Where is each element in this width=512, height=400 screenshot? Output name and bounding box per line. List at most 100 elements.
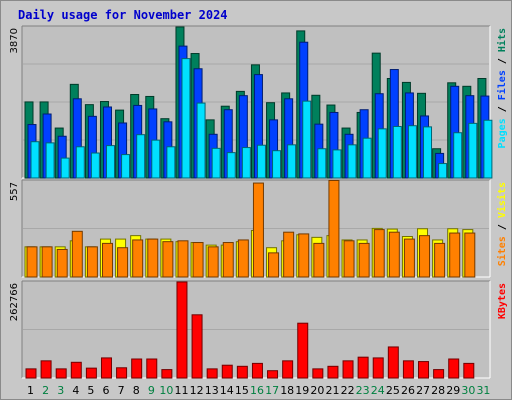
x-tick-day-31: 31	[476, 384, 490, 397]
bar-kbytes-day-20	[312, 368, 324, 379]
bar-sites-day-18	[283, 231, 295, 278]
bar-kbytes-day-19	[297, 322, 309, 379]
bar-pages-day-14	[226, 152, 236, 179]
bar-pages-day-4	[75, 146, 85, 179]
x-tick-day-1: 1	[27, 384, 34, 397]
x-tick-day-21: 21	[325, 384, 339, 397]
bar-pages-day-29	[453, 132, 463, 179]
y-max-label: 557	[9, 182, 20, 201]
bar-pages-day-25	[392, 125, 402, 179]
x-tick-day-4: 4	[72, 384, 79, 397]
bar-sites-day-14	[222, 242, 234, 278]
bar-pages-day-26	[407, 125, 417, 179]
bar-pages-day-11	[181, 58, 191, 179]
bar-kbytes-day-7	[116, 367, 128, 379]
bar-kbytes-day-11	[176, 281, 188, 379]
bar-pages-day-21	[332, 149, 342, 179]
bar-sites-day-6	[101, 242, 113, 278]
x-tick-day-8: 8	[133, 384, 140, 397]
bar-kbytes-day-14	[221, 364, 233, 379]
y-max-label: 262766	[9, 283, 20, 321]
bar-sites-day-4	[71, 230, 83, 278]
bar-kbytes-day-16	[251, 362, 263, 379]
bar-pages-day-20	[317, 148, 327, 179]
bar-sites-day-13	[207, 246, 219, 278]
bar-kbytes-day-6	[100, 357, 112, 379]
x-tick-day-2: 2	[42, 384, 49, 397]
bar-pages-day-5	[90, 152, 100, 179]
bar-sites-day-30	[464, 232, 476, 278]
bar-sites-day-20	[313, 242, 325, 278]
x-tick-day-15: 15	[235, 384, 249, 397]
bar-kbytes-day-27	[418, 361, 430, 379]
chart-title: Daily usage for November 2024	[18, 8, 228, 22]
bar-pages-day-24	[377, 128, 387, 179]
x-tick-day-24: 24	[371, 384, 385, 397]
bar-sites-day-23	[358, 242, 370, 278]
legend-pages: Pages	[497, 118, 508, 148]
bar-pages-day-27	[423, 126, 433, 179]
bar-sites-day-11	[177, 240, 189, 278]
legend-separator: /	[497, 52, 508, 70]
bar-pages-day-2	[45, 142, 55, 179]
bar-kbytes-day-12	[191, 314, 203, 379]
bar-sites-day-12	[192, 242, 204, 278]
x-tick-day-13: 13	[205, 384, 219, 397]
bar-pages-day-31	[483, 119, 493, 179]
bar-sites-day-3	[56, 248, 68, 278]
bar-sites-day-22	[343, 240, 355, 278]
bar-kbytes-day-9	[146, 358, 158, 379]
bar-kbytes-day-18	[282, 360, 294, 379]
x-tick-day-10: 10	[159, 384, 173, 397]
bar-kbytes-day-29	[448, 358, 460, 379]
bar-kbytes-day-4	[70, 361, 82, 379]
x-tick-day-6: 6	[103, 384, 110, 397]
bar-kbytes-day-2	[40, 360, 52, 379]
x-tick-day-22: 22	[341, 384, 355, 397]
bar-pages-day-23	[362, 137, 372, 179]
bar-pages-day-15	[241, 147, 251, 179]
x-tick-day-16: 16	[250, 384, 264, 397]
x-tick-day-26: 26	[401, 384, 415, 397]
x-tick-day-12: 12	[190, 384, 204, 397]
x-tick-day-17: 17	[265, 384, 279, 397]
bar-pages-day-8	[136, 134, 146, 179]
bar-kbytes-day-21	[327, 365, 339, 379]
bar-pages-day-9	[151, 139, 161, 179]
legend-visits-sites: Sites / Visits	[496, 182, 508, 266]
bar-sites-day-24	[373, 229, 385, 278]
legend-visits: Visits	[496, 182, 508, 218]
legend-hits-files-pages: Pages / Files / Hits	[496, 28, 508, 148]
bar-kbytes-day-30	[463, 362, 475, 379]
x-tick-day-14: 14	[220, 384, 234, 397]
x-tick-day-3: 3	[57, 384, 64, 397]
bar-sites-day-17	[268, 252, 280, 278]
bar-pages-day-6	[105, 145, 115, 179]
legend-kbytes: KBytes	[497, 283, 508, 319]
bar-kbytes-day-1	[25, 368, 37, 379]
bar-sites-day-8	[132, 239, 144, 278]
bar-sites-day-9	[147, 238, 159, 278]
bar-kbytes-day-25	[387, 346, 399, 379]
bar-sites-day-19	[298, 233, 310, 278]
bar-sites-day-2	[41, 246, 53, 278]
x-tick-day-18: 18	[280, 384, 294, 397]
bar-sites-day-21	[328, 179, 340, 278]
bar-kbytes-day-28	[433, 369, 445, 379]
bar-kbytes-day-22	[342, 360, 354, 379]
x-tick-day-29: 29	[446, 384, 460, 397]
bar-kbytes-day-26	[402, 360, 414, 379]
bar-kbytes-day-10	[161, 369, 173, 379]
x-tick-day-30: 30	[461, 384, 475, 397]
bar-sites-day-29	[449, 232, 461, 278]
bar-kbytes-day-23	[357, 356, 369, 379]
bar-pages-day-28	[438, 163, 448, 179]
bar-pages-day-10	[166, 146, 176, 179]
bar-pages-day-13	[211, 147, 221, 179]
bar-kbytes-day-5	[85, 367, 97, 379]
bar-sites-day-15	[237, 239, 249, 278]
bar-pages-day-16	[256, 144, 266, 179]
bar-sites-day-10	[162, 241, 174, 278]
bar-sites-day-7	[117, 247, 129, 278]
